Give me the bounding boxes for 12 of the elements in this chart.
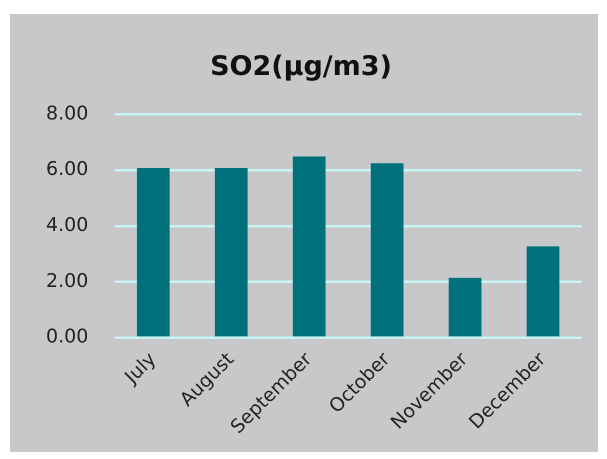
y-tick-label: 6.00	[46, 158, 88, 180]
y-tick-label: 4.00	[46, 214, 88, 236]
chart-title: SO2(µg/m3)	[210, 51, 392, 82]
y-tick-label: 0.00	[46, 326, 88, 348]
y-tick-label: 2.00	[46, 270, 88, 292]
bar	[292, 156, 326, 336]
bar	[370, 163, 404, 336]
y-tick-label: 8.00	[46, 102, 88, 124]
bar	[448, 278, 482, 336]
bar	[526, 246, 560, 336]
bar	[136, 168, 170, 336]
bar	[214, 168, 248, 336]
